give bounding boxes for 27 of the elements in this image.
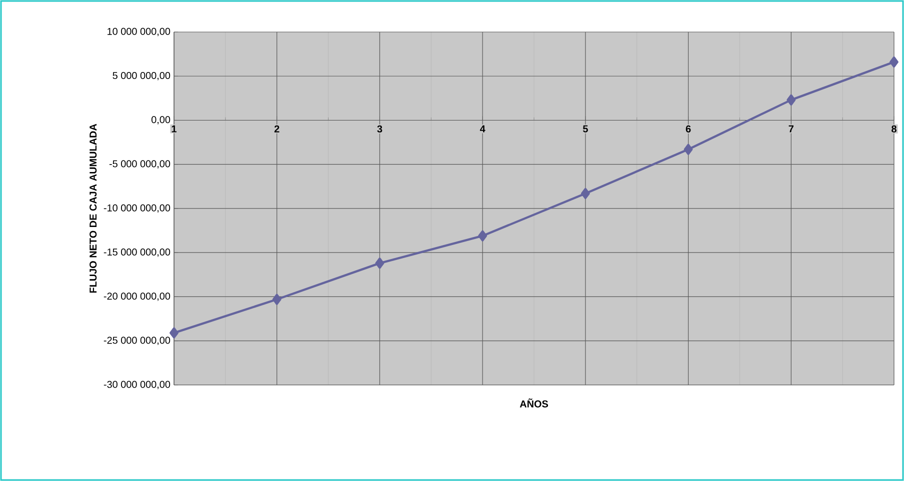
x-tick-label: 7 (788, 125, 794, 132)
x-tick-label: 2 (274, 125, 280, 132)
x-tick-label: 1 (172, 125, 177, 132)
point (375, 258, 384, 269)
point (786, 94, 796, 106)
y-tick-label: -5 000 000,00 (109, 160, 170, 168)
x-tick-label: 4 (480, 125, 486, 132)
y-tick-label: 0,00 (151, 116, 170, 124)
y-tick-label: 10 000 000,00 (108, 28, 170, 36)
y-axis-title: FLUJO NETO DE CAJA AUMULADA (90, 124, 97, 293)
x-axis-title: AÑOS (520, 398, 548, 408)
point (580, 188, 590, 200)
x-tick-label: 8 (892, 125, 896, 132)
x-tick-label: 5 (582, 125, 588, 132)
y-tick-label: -10 000 000,00 (104, 204, 170, 213)
x-tick-label: 6 (686, 125, 691, 132)
y-tick-label: -25 000 000,00 (104, 336, 170, 345)
y-tick-label: -20 000 000,00 (104, 292, 170, 301)
point (272, 294, 282, 305)
y-tick-label: -15 000 000,00 (104, 248, 170, 257)
point (478, 230, 488, 242)
point (684, 144, 693, 155)
y-tick-label: -30 000 000,00 (104, 380, 170, 390)
point (890, 56, 898, 68)
point (170, 327, 178, 338)
x-tick-label: 3 (377, 125, 382, 132)
y-tick-label: 5 000 000,00 (112, 72, 170, 80)
